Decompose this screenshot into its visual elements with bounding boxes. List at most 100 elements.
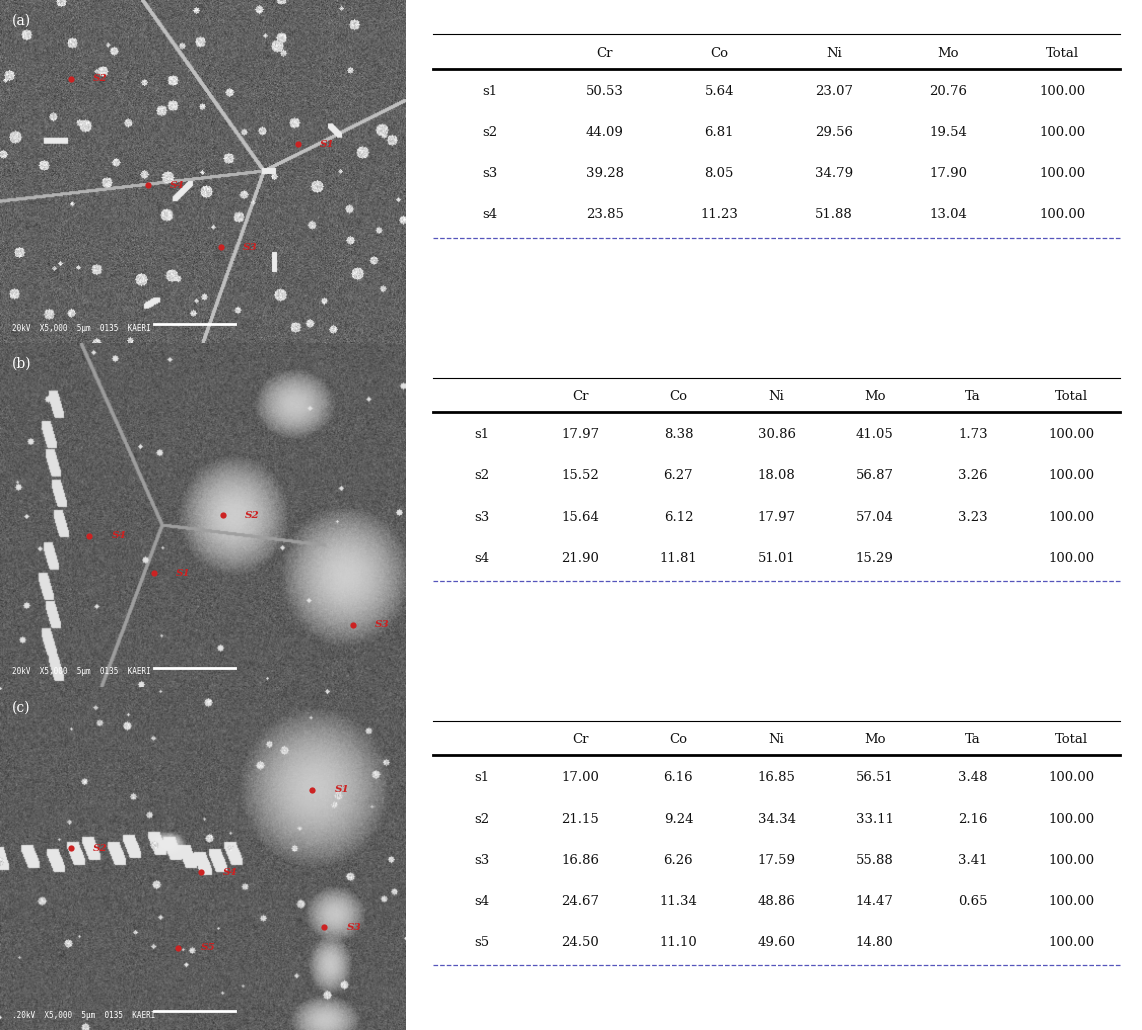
Text: 100.00: 100.00 [1039, 167, 1086, 180]
Text: s4: s4 [483, 208, 498, 221]
Text: 30.86: 30.86 [757, 428, 796, 441]
Text: s4: s4 [475, 552, 490, 564]
Text: 5.64: 5.64 [705, 84, 734, 98]
Text: s2: s2 [475, 813, 490, 826]
Text: 100.00: 100.00 [1048, 936, 1094, 950]
Text: 24.67: 24.67 [561, 895, 600, 908]
Text: 39.28: 39.28 [586, 167, 624, 180]
Text: s4: s4 [475, 895, 490, 908]
Text: 15.64: 15.64 [562, 511, 600, 523]
Text: 17.59: 17.59 [757, 854, 796, 867]
Text: 15.29: 15.29 [855, 552, 894, 564]
Text: 56.51: 56.51 [855, 771, 894, 785]
Text: 100.00: 100.00 [1048, 854, 1094, 867]
Text: 17.97: 17.97 [757, 511, 796, 523]
Text: 21.90: 21.90 [562, 552, 600, 564]
Text: (c): (c) [13, 700, 31, 715]
Text: s5: s5 [475, 936, 490, 950]
Text: S1: S1 [176, 569, 191, 578]
Text: Co: Co [669, 390, 687, 403]
Text: 44.09: 44.09 [586, 126, 624, 139]
Text: 11.34: 11.34 [659, 895, 698, 908]
Text: Cr: Cr [596, 46, 613, 60]
Text: 23.85: 23.85 [586, 208, 624, 221]
Text: Ta: Ta [965, 390, 981, 403]
Text: Ni: Ni [826, 46, 842, 60]
Text: 56.87: 56.87 [855, 470, 894, 482]
Text: 29.56: 29.56 [814, 126, 853, 139]
Text: (a): (a) [13, 13, 31, 28]
Text: Total: Total [1054, 733, 1087, 747]
Text: 20kV  X5,000  5μm  0135  KAERI: 20kV X5,000 5μm 0135 KAERI [13, 667, 151, 677]
Text: 3.48: 3.48 [958, 771, 988, 785]
Text: 100.00: 100.00 [1048, 511, 1094, 523]
Text: s3: s3 [474, 854, 490, 867]
Text: Mo: Mo [864, 390, 885, 403]
Text: Cr: Cr [572, 733, 588, 747]
Text: S4: S4 [223, 867, 238, 877]
Text: S1: S1 [335, 785, 349, 794]
Text: 6.16: 6.16 [664, 771, 693, 785]
Text: 1.73: 1.73 [958, 428, 988, 441]
Text: S2: S2 [94, 74, 108, 83]
Text: 33.11: 33.11 [855, 813, 894, 826]
Text: Co: Co [710, 46, 729, 60]
Text: 0.65: 0.65 [958, 895, 988, 908]
Text: Total: Total [1046, 46, 1079, 60]
Text: 6.81: 6.81 [705, 126, 734, 139]
Text: 18.08: 18.08 [757, 470, 796, 482]
Text: 24.50: 24.50 [562, 936, 600, 950]
Text: 6.26: 6.26 [664, 854, 693, 867]
Text: s2: s2 [475, 470, 490, 482]
Text: 57.04: 57.04 [855, 511, 894, 523]
Text: 100.00: 100.00 [1039, 84, 1086, 98]
Text: 3.41: 3.41 [958, 854, 988, 867]
Text: (b): (b) [13, 357, 32, 371]
Text: 100.00: 100.00 [1039, 208, 1086, 221]
Text: s1: s1 [475, 428, 490, 441]
Text: 11.10: 11.10 [660, 936, 698, 950]
Text: 50.53: 50.53 [586, 84, 624, 98]
Text: 41.05: 41.05 [855, 428, 893, 441]
Text: 48.86: 48.86 [757, 895, 796, 908]
Text: 51.88: 51.88 [815, 208, 853, 221]
Text: 20kV  X5,000  5μm  0135  KAERI: 20kV X5,000 5μm 0135 KAERI [13, 324, 151, 333]
Text: Total: Total [1054, 390, 1087, 403]
Text: 8.05: 8.05 [705, 167, 734, 180]
Text: 21.15: 21.15 [562, 813, 600, 826]
Text: s3: s3 [474, 511, 490, 523]
Text: 17.00: 17.00 [562, 771, 600, 785]
Text: S4: S4 [112, 531, 127, 540]
Text: 100.00: 100.00 [1048, 428, 1094, 441]
Text: S1: S1 [320, 140, 335, 148]
Text: 9.24: 9.24 [664, 813, 693, 826]
Text: 3.23: 3.23 [958, 511, 988, 523]
Text: s1: s1 [483, 84, 498, 98]
Text: S3: S3 [347, 923, 361, 931]
Text: Cr: Cr [572, 390, 588, 403]
Text: 23.07: 23.07 [814, 84, 853, 98]
Text: 6.12: 6.12 [664, 511, 693, 523]
Text: 11.81: 11.81 [660, 552, 698, 564]
Text: 20.76: 20.76 [930, 84, 967, 98]
Text: Co: Co [669, 733, 687, 747]
Text: 55.88: 55.88 [855, 854, 893, 867]
Text: 6.27: 6.27 [664, 470, 693, 482]
Text: Ta: Ta [965, 733, 981, 747]
Text: 100.00: 100.00 [1048, 552, 1094, 564]
Text: 3.26: 3.26 [958, 470, 988, 482]
Text: 15.52: 15.52 [562, 470, 600, 482]
Text: s2: s2 [483, 126, 498, 139]
Text: 100.00: 100.00 [1048, 813, 1094, 826]
Text: 34.79: 34.79 [814, 167, 853, 180]
Text: 16.85: 16.85 [757, 771, 796, 785]
Text: 16.86: 16.86 [561, 854, 600, 867]
Text: S5: S5 [201, 943, 216, 952]
Text: Mo: Mo [864, 733, 885, 747]
Text: 8.38: 8.38 [664, 428, 693, 441]
Text: s1: s1 [475, 771, 490, 785]
Text: Ni: Ni [769, 390, 785, 403]
Text: S4: S4 [170, 181, 185, 190]
Text: 100.00: 100.00 [1039, 126, 1086, 139]
Text: 17.97: 17.97 [561, 428, 600, 441]
